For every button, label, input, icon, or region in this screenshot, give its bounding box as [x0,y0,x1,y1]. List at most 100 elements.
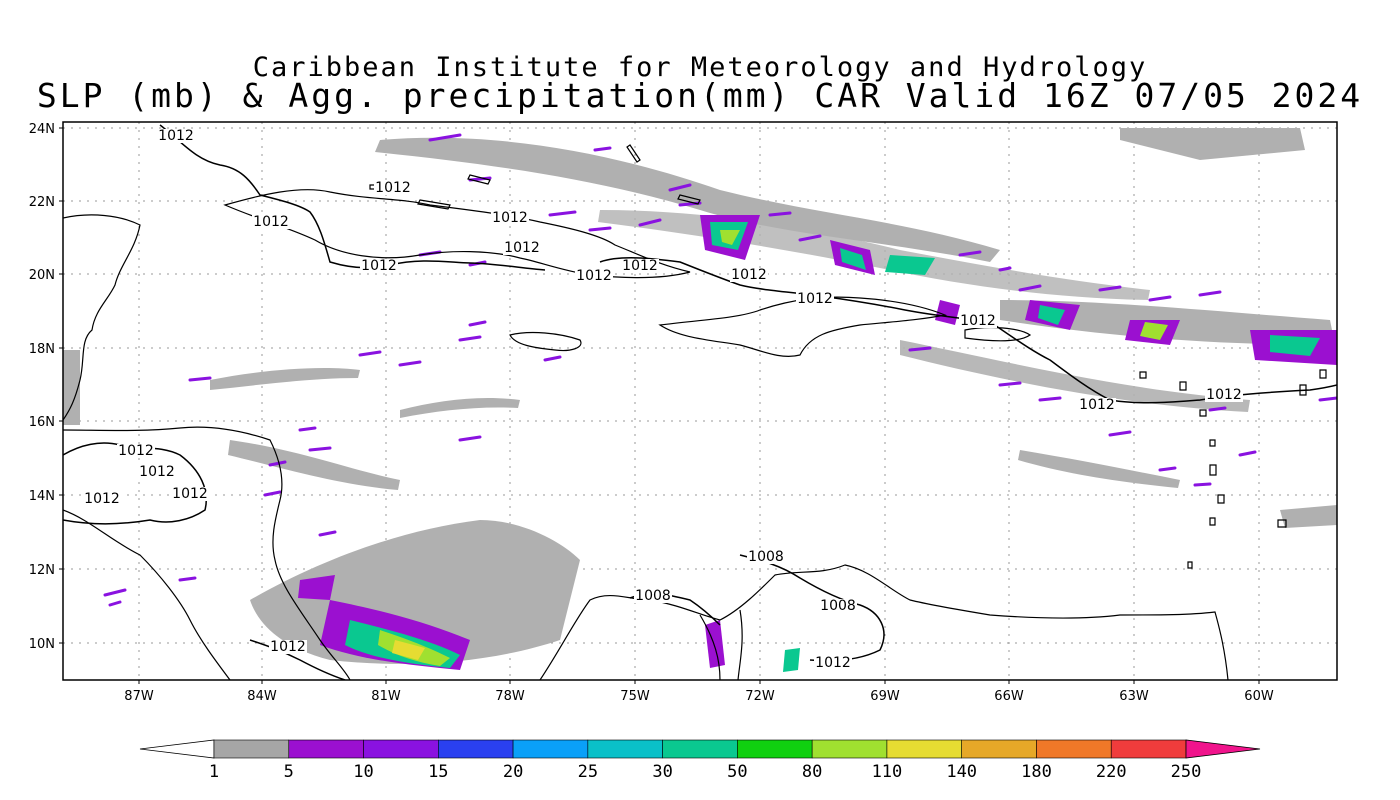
colorbar-label: 110 [872,762,903,782]
precipitation-streak [188,376,212,382]
isobar-label-bg [730,268,768,282]
map-title: Caribbean Institute for Meteorology and … [252,52,1148,83]
isobar-label: 1012 [253,214,289,230]
precipitation-streak [998,381,1022,387]
isobar-label-bg [959,314,997,328]
precipitation-streak [1148,295,1172,302]
precipitation-streak [1318,396,1337,402]
isobar-label-bg [575,269,613,283]
precipitation-streak [1193,482,1212,487]
precipitation-streak [1108,430,1132,437]
precipitation-streak [108,600,122,607]
isobar-label-bg [157,129,195,143]
latitude-label: 22N [29,195,55,210]
precipitation-streak [543,355,562,362]
longitude-labels: 87W 84W 81W 78W 75W 72W 69W 66W 63W 60W [124,680,1274,704]
colorbar-label: 180 [1021,762,1052,782]
colorbar-label: 15 [428,762,448,782]
isobar-label: 1012 [815,655,851,671]
precipitation-streak [1038,396,1062,402]
precipitation-streak [468,320,487,327]
colorbar-label: 10 [353,762,373,782]
precipitation-streak [308,446,332,452]
precipitation-streak [593,146,612,152]
isobar-label: 1012 [84,491,120,507]
colorbar-segment [512,739,589,759]
precipitation-streaks [103,133,1337,607]
plot-frame [62,121,1338,681]
colorbar-label: 5 [284,762,294,782]
isobar-label: 1008 [748,549,784,565]
latitude-labels: 24N 22N 20N 18N 16N 14N 12N 10N [29,122,63,652]
colorbar-segment [737,739,813,759]
precipitation-streak [638,218,662,227]
isobar-label-bg [814,656,852,670]
isobar-label-bg [83,492,121,506]
longitude-label: 78W [495,689,525,704]
precipitation-streak [268,460,287,467]
isobar-label-bg [796,292,834,306]
longitude-label: 81W [371,689,401,704]
longitude-label: 69W [870,689,900,704]
isobar-label-bg [747,550,785,564]
longitude-label: 72W [745,689,775,704]
map-subtitle: SLP (mb) & Agg. precipitation(mm) CAR Va… [36,76,1364,115]
isobar-label: 1012 [1079,397,1115,413]
isobar-label: 1012 [361,258,397,274]
precipitation-streak [263,490,282,497]
latitude-label: 24N [29,122,55,137]
longitude-label: 84W [247,689,277,704]
colorbar-segment [886,739,962,759]
colorbar-label: 140 [946,762,977,782]
isobar-label-bg [1205,388,1243,402]
isobar-label-bg [374,181,412,195]
isobar-label: 1012 [375,180,411,196]
latitude-label: 14N [29,489,55,504]
isobar-label: 1008 [635,588,671,604]
isobar-label: 1012 [1206,387,1242,403]
colorbar-segment [811,739,888,759]
isobar-label-bg [634,589,672,603]
precipitation-streak [548,210,577,217]
isobar-labels: 1012 1012 1012 1012 1012 1012 1012 1012 1012 1012… [83,128,1243,671]
isobar-label-bg [171,487,209,501]
precipitation-streak [298,426,317,432]
colorbar-label: 220 [1096,762,1127,782]
colorbar-segment [587,739,663,759]
colorbar-min-arrow [139,739,215,759]
precipitation-streak [798,234,822,242]
precipitation-streak [458,435,482,442]
isobar-label: 1012 [492,210,528,226]
isobar-label: 1012 [576,268,612,284]
isobar-label-bg [269,640,307,654]
colorbar-segment [1036,739,1112,759]
longitude-label: 75W [620,689,650,704]
precipitation-streak [103,588,127,597]
precipitation-streak [588,226,612,232]
longitude-label: 60W [1244,689,1274,704]
isobar-label: 1012 [139,464,175,480]
precipitation-streak [318,530,337,537]
isobar-label-bg [503,241,541,255]
colorbar-segment [363,739,439,759]
colorbar-segment [961,739,1037,759]
latitude-label: 18N [29,342,55,357]
isobar-label-bg [117,444,155,458]
latitude-label: 20N [29,268,55,283]
precipitation-streak [458,335,482,342]
colorbar-label: 80 [802,762,822,782]
isobar-label: 1012 [118,443,154,459]
longitude-label: 66W [994,689,1024,704]
colorbar-label: 20 [503,762,523,782]
latitude-label: 16N [29,415,55,430]
precipitation-streak [398,360,422,367]
isobar-label: 1012 [731,267,767,283]
colorbar-segment [1110,739,1187,759]
colorbar-max-arrow [1185,739,1261,759]
precipitation-streak [998,266,1012,272]
colorbar: 1 5 10 15 20 25 30 50 80 110 140 180 220 250 [139,739,1261,782]
isobar-label: 1012 [270,639,306,655]
precipitation-streak [468,176,492,182]
isobar-label: 1012 [172,486,208,502]
